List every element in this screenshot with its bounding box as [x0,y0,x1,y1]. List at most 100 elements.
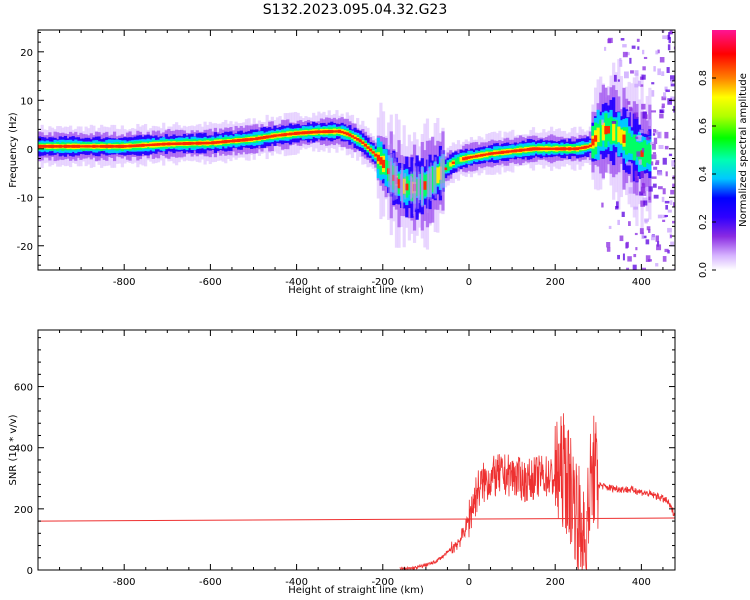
noise-blob [650,234,655,241]
heatmap-cell [588,144,592,147]
noise-blob [639,129,644,134]
noise-blob [673,105,675,113]
noise-blob [671,160,675,167]
heatmap-cell [242,138,246,142]
snr-y-ticks: 0 200 400 600 [14,337,675,577]
heatmap-cell [69,145,73,148]
noise-blob [668,269,672,270]
heatmap-cell [405,183,409,191]
noise-blob [670,79,673,84]
heatmap-cell [526,147,530,151]
x-tick-label: -600 [199,277,222,288]
heatmap-cell [495,151,499,155]
noise-streak [441,148,444,195]
heatmap-cell [547,147,551,151]
snr-series-line [399,413,675,570]
heatmap-cell [635,141,639,158]
noise-blob [636,38,640,42]
heatmap-cell [244,138,249,142]
heatmap-cell [511,149,515,153]
noise-blob [633,253,637,258]
noise-blob [657,214,663,219]
heatmap-cell [508,150,512,153]
heatmap-cell [278,133,282,137]
noise-blob [647,136,652,140]
heatmap-cell [482,153,486,156]
heatmap-cell [156,143,161,146]
noise-blob [607,38,612,44]
heatmap-cell [645,144,649,163]
y-tick-label: -20 [17,242,33,253]
noise-blob [640,186,645,194]
noise-blob [637,134,643,138]
heatmap-cell [74,144,78,148]
noise-blob [634,83,639,88]
noise-blob [647,131,650,135]
noise-blob [627,256,632,262]
heatmap-cell [180,142,184,145]
heatmap-cell [542,147,546,150]
colorbar-gradient [712,30,736,270]
x-tick-label: 400 [632,277,651,288]
heatmap-cell [224,140,228,144]
noise-blob [633,112,639,119]
heatmap-cell [612,121,616,141]
noise-blob [645,114,648,120]
noise-blob [651,161,654,166]
heatmap-cell [177,142,181,146]
noise-blob [645,255,651,262]
noise-blob [673,268,675,270]
noise-blob [666,67,670,74]
heatmap-cell [40,144,44,148]
heatmap-cell [164,142,168,146]
heatmap-x-axis-label: Height of straight line (km) [288,285,424,296]
noise-streak [410,177,413,199]
heatmap-cell [175,142,179,146]
heatmap-cell [397,179,401,189]
heatmap-cell [332,130,336,133]
noise-blob [641,74,646,80]
heatmap-cell [596,127,600,143]
heatmap-cell [89,145,93,148]
heatmap-cell [539,147,543,150]
noise-blob [673,46,675,50]
noise-blob [651,82,655,85]
noise-blob [658,186,663,190]
heatmap-cell [503,150,507,154]
heatmap-cell [131,144,135,148]
y-tick-label: 10 [20,96,33,107]
heatmap-cell [319,130,324,133]
colorbar-tick-label: 0.6 [698,118,709,134]
heatmap-cell [265,135,269,139]
heatmap-cell [363,143,368,147]
noise-blob [652,152,657,155]
noise-streak [404,173,407,200]
heatmap-cell [477,154,481,157]
heatmap-cell [301,131,305,135]
noise-blob [635,247,638,251]
heatmap-cell [381,159,386,169]
noise-streak [394,166,397,193]
heatmap-cell [288,132,293,136]
noise-blob [622,51,628,58]
noise-blob [647,138,651,141]
snr-panel: -800 -600 -400 -200 0 200 400 0 200 400 600 Heigh… [8,329,676,596]
noise-blob [652,133,656,136]
noise-blob [657,131,662,139]
noise-blob [672,220,675,224]
heatmap-cell [485,153,489,156]
noise-blob [651,176,657,179]
colorbar-tick-label: 0.0 [698,262,709,278]
snr-y-axis-label: SNR (10 * v/v) [8,414,19,485]
heatmap-cell [356,138,360,141]
heatmap-cell [606,125,611,134]
chart-title: S132.2023.095.04.32.G23 [263,2,448,18]
noise-blob [658,144,664,149]
heatmap-cell [472,155,476,158]
heatmap-cell [550,147,554,150]
noise-streak [426,155,429,213]
heatmap-cell [565,147,569,150]
colorbar-ticks: 0.0 0.2 0.4 0.6 0.8 [698,70,716,278]
heatmap-cell [50,144,55,148]
heatmap-cell [544,147,549,150]
